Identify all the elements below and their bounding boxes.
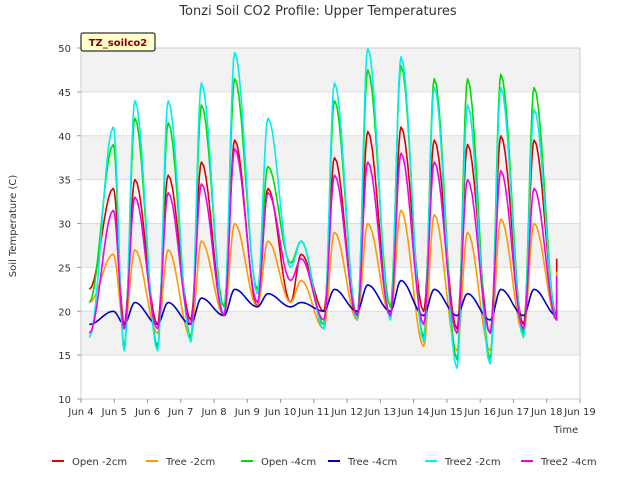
- site-tag: TZ_soilco2: [80, 32, 156, 52]
- x-tick-label: Jun 6: [134, 407, 160, 418]
- series-line: [88, 47, 558, 370]
- chart-title: Tonzi Soil CO2 Profile: Upper Temperatur…: [178, 4, 457, 19]
- y-tick-label: 45: [58, 88, 71, 99]
- x-tick-label: Jun 13: [364, 407, 397, 418]
- legend-label: Open -2cm: [72, 457, 127, 468]
- x-tick-label: Jun 8: [200, 407, 226, 418]
- y-tick-label: 50: [58, 44, 71, 55]
- legend-label: Tree2 -4cm: [540, 457, 597, 468]
- site-tag-label: TZ_soilco2: [89, 38, 148, 49]
- x-tick-label: Jun 19: [563, 407, 596, 418]
- x-tick-label: Jun 7: [167, 407, 193, 418]
- legend-label: Open -4cm: [261, 457, 316, 468]
- x-tick-label: Jun 9: [234, 407, 260, 418]
- series-lines: [88, 47, 558, 370]
- x-tick-label: Jun 10: [264, 407, 297, 418]
- x-tick-label: Jun 14: [397, 407, 430, 418]
- site-tag-box: [80, 32, 156, 52]
- legend-label: Tree2 -2cm: [444, 457, 501, 468]
- x-tick-label: Jun 16: [463, 407, 496, 418]
- x-axis: Jun 4 Jun 5 Jun 6 Jun 7 Jun 8 Jun 9 Jun 10 Jun …: [67, 399, 596, 418]
- x-tick-label: Jun 4: [67, 407, 93, 418]
- y-axis-label: Soil Temperature (C): [8, 175, 19, 278]
- y-tick-label: 15: [58, 351, 71, 362]
- x-axis-label: Time: [553, 425, 578, 436]
- x-tick-label: Jun 18: [530, 407, 563, 418]
- legend-label: Tree -2cm: [165, 457, 215, 468]
- y-tick-label: 10: [58, 395, 71, 406]
- y-tick-label: 30: [58, 220, 71, 231]
- grid-band: [81, 48, 580, 92]
- y-axis: 10 15 20 25 30 35 40 45 50: [58, 44, 81, 406]
- x-tick-label: Jun 12: [330, 407, 363, 418]
- y-tick-label: 40: [58, 132, 71, 143]
- y-tick-label: 25: [58, 263, 71, 274]
- x-tick-label: Jun 5: [101, 407, 127, 418]
- series-line: [88, 148, 558, 334]
- legend-label: Tree -4cm: [347, 457, 397, 468]
- grid-band: [81, 311, 580, 356]
- x-tick-label: Jun 11: [297, 407, 330, 418]
- legend: Open -2cm Tree -2cm Open -4cm Tree -4cm Tree…: [52, 457, 597, 468]
- y-tick-label: 35: [58, 176, 71, 187]
- y-tick-label: 20: [58, 307, 71, 318]
- x-tick-label: Jun 15: [430, 407, 463, 418]
- x-tick-label: Jun 17: [497, 407, 530, 418]
